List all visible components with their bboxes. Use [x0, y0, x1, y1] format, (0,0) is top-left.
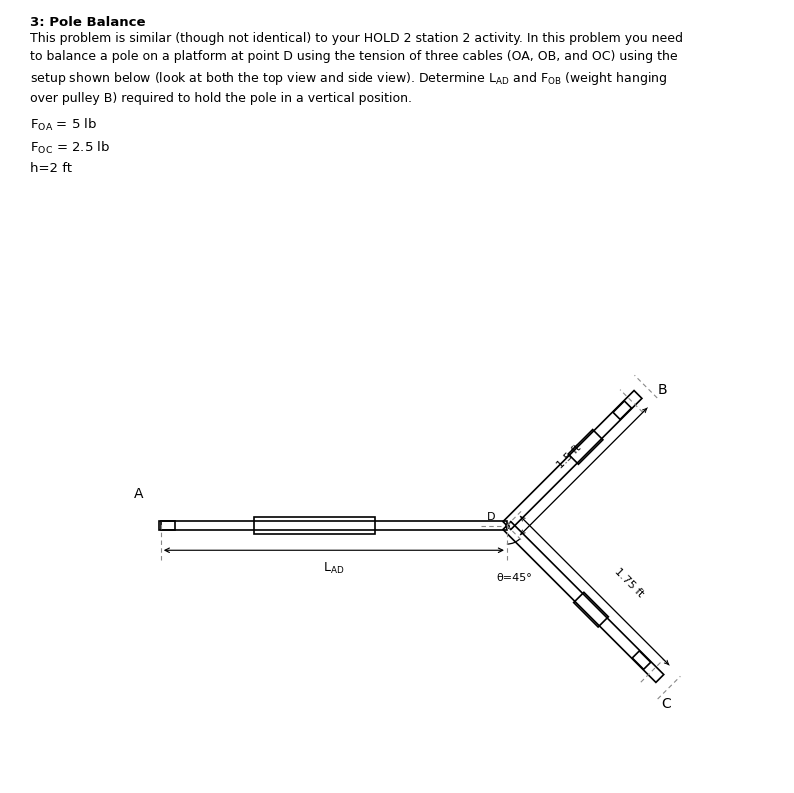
Text: D: D: [487, 511, 495, 522]
Text: C: C: [661, 697, 671, 711]
Text: 3: Pole Balance: 3: Pole Balance: [30, 16, 145, 29]
Bar: [254, 517, 376, 534]
Text: B: B: [657, 382, 668, 396]
Text: θ=45°: θ=45°: [496, 573, 532, 583]
Text: This problem is similar (though not identical) to your HOLD 2 station 2 activity: This problem is similar (though not iden…: [30, 32, 683, 105]
Text: h=2 ft: h=2 ft: [30, 162, 72, 174]
Text: 1.5 ft: 1.5 ft: [555, 442, 583, 470]
Text: 1.75 ft: 1.75 ft: [613, 567, 646, 600]
Text: F$_{\mathrm{OA}}$ = 5 lb: F$_{\mathrm{OA}}$ = 5 lb: [30, 117, 98, 133]
Text: L$_{\mathrm{AD}}$: L$_{\mathrm{AD}}$: [323, 561, 345, 577]
Text: A: A: [134, 487, 144, 501]
Text: F$_{\mathrm{OC}}$ = 2.5 lb: F$_{\mathrm{OC}}$ = 2.5 lb: [30, 140, 110, 155]
